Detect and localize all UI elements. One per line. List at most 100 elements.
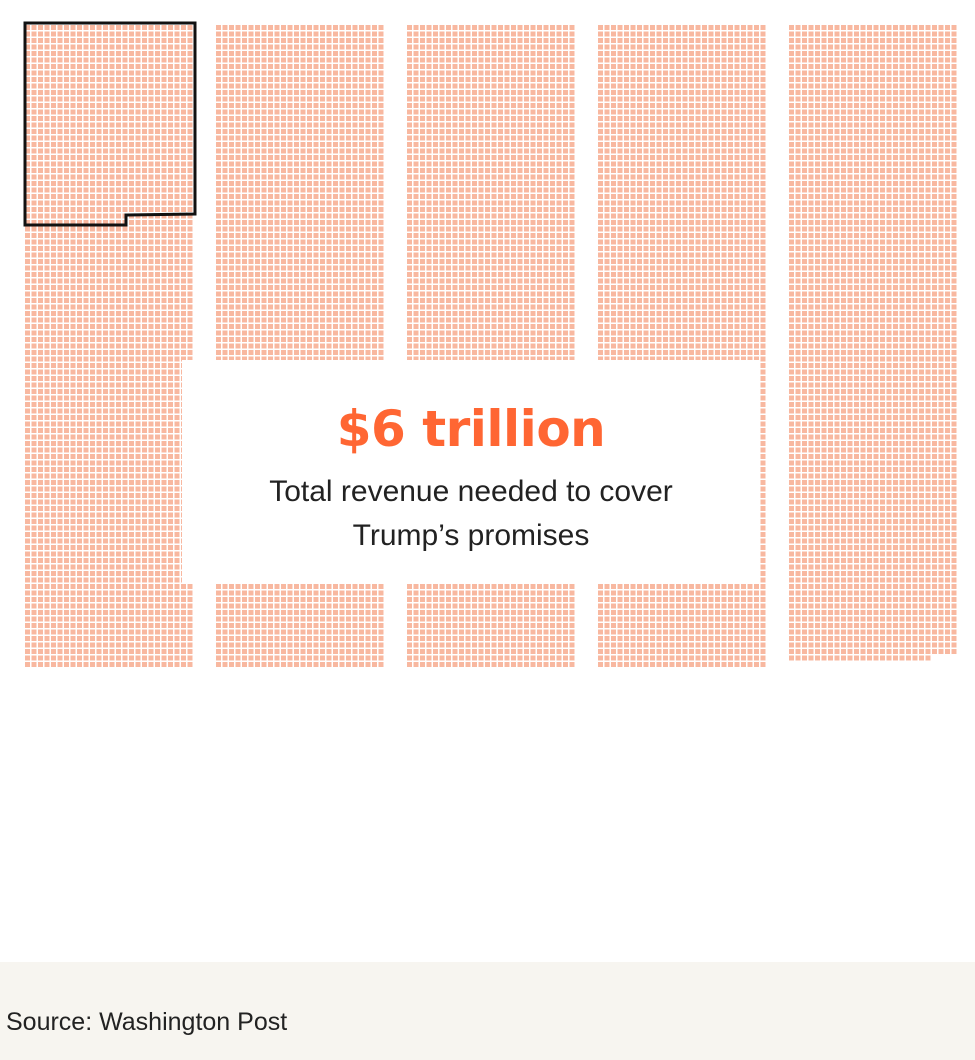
waffle-cell [142, 25, 147, 30]
waffle-cell [248, 187, 254, 193]
waffle-cell [352, 259, 358, 264]
waffle-cell [365, 343, 371, 349]
waffle-cell [51, 408, 56, 414]
waffle-cell [346, 220, 351, 225]
waffle-cell [64, 402, 69, 407]
waffle-cell [25, 610, 30, 615]
waffle-cell [44, 454, 50, 459]
waffle-cell [135, 545, 141, 550]
waffle-cell [333, 330, 338, 336]
waffle-cell [326, 317, 332, 323]
waffle-cell [109, 304, 115, 310]
waffle-cell [31, 343, 37, 349]
waffle-cell [57, 272, 63, 277]
waffle-cell [77, 519, 82, 524]
waffle-cell [268, 129, 273, 134]
waffle-cell [70, 356, 76, 362]
waffle-cell [70, 655, 76, 661]
waffle-cell [281, 317, 286, 323]
waffle-cell [181, 25, 186, 30]
waffle-cell [70, 499, 76, 505]
waffle-cell [352, 174, 358, 180]
waffle-cell [70, 70, 76, 76]
waffle-cell [313, 174, 319, 180]
waffle-cell [287, 213, 293, 219]
waffle-cell [307, 220, 312, 225]
waffle-cell [346, 213, 351, 219]
waffle-cell [333, 590, 338, 596]
waffle-cell [38, 382, 43, 388]
waffle-cell [255, 285, 260, 290]
waffle-cell [57, 51, 63, 56]
waffle-cell [77, 239, 82, 245]
waffle-cell [83, 311, 89, 316]
waffle-cell [148, 623, 154, 628]
waffle-cell [372, 356, 377, 362]
waffle-cell [174, 64, 180, 69]
waffle-cell [268, 597, 273, 602]
waffle-cell [155, 142, 160, 147]
waffle-cell [31, 623, 37, 628]
waffle-cell [174, 415, 180, 420]
waffle-cell [300, 317, 306, 323]
waffle-cell [64, 434, 69, 440]
waffle-cell [25, 467, 30, 472]
waffle-cell [148, 324, 154, 329]
waffle-cell [187, 662, 193, 667]
waffle-cell [83, 545, 89, 550]
waffle-cell [51, 506, 56, 511]
waffle-cell [235, 174, 241, 180]
waffle-cell [161, 57, 167, 63]
waffle-cell [31, 532, 37, 537]
waffle-cell [129, 603, 134, 609]
waffle-cell [174, 623, 180, 628]
waffle-cell [122, 343, 128, 349]
waffle-cell [142, 220, 147, 225]
waffle-cell [90, 395, 95, 401]
waffle-cell [294, 90, 299, 95]
waffle-cell [44, 194, 50, 199]
waffle-cell [57, 337, 63, 342]
waffle-cell [64, 213, 69, 219]
waffle-cell [116, 629, 121, 635]
waffle-cell [248, 324, 254, 329]
waffle-cell [372, 25, 377, 30]
waffle-cell [352, 103, 358, 108]
waffle-cell [248, 343, 254, 349]
waffle-cell [242, 90, 247, 95]
waffle-cell [326, 38, 332, 43]
waffle-cell [31, 129, 37, 134]
waffle-cell [135, 447, 141, 453]
waffle-cell [31, 512, 37, 518]
waffle-cell [235, 207, 241, 212]
waffle-cell [96, 44, 102, 50]
waffle-cell [51, 155, 56, 160]
waffle-cell [96, 447, 102, 453]
waffle-cell [116, 272, 121, 277]
waffle-cell [365, 584, 371, 589]
waffle-cell [222, 51, 228, 56]
waffle-cell [90, 83, 95, 89]
waffle-cell [281, 259, 286, 264]
waffle-cell [155, 70, 160, 76]
waffle-cell [51, 610, 56, 615]
waffle-cell [274, 129, 280, 134]
waffle-cell [242, 311, 247, 316]
waffle-cell [378, 233, 384, 238]
waffle-cell [57, 597, 63, 602]
waffle-cell [168, 532, 173, 537]
waffle-cell [44, 649, 50, 654]
waffle-cell [142, 480, 147, 485]
waffle-cell [90, 25, 95, 30]
waffle-cell [174, 512, 180, 518]
waffle-cell [129, 512, 134, 518]
waffle-cell [103, 155, 108, 160]
waffle-cell [248, 129, 254, 134]
waffle-cell [216, 616, 221, 622]
waffle-cell [268, 116, 273, 121]
waffle-cell [155, 597, 160, 602]
waffle-cell [25, 324, 30, 329]
waffle-cell [161, 31, 167, 37]
waffle-cell [274, 122, 280, 128]
waffle-cell [142, 96, 147, 102]
